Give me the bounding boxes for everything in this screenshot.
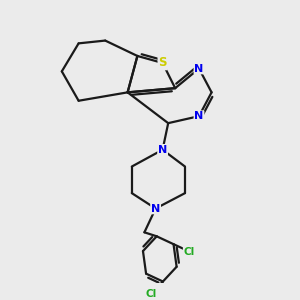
Text: N: N: [158, 145, 167, 155]
Text: S: S: [158, 56, 167, 70]
Text: N: N: [194, 111, 204, 121]
Text: Cl: Cl: [146, 289, 157, 299]
Text: N: N: [194, 64, 204, 74]
Text: N: N: [151, 203, 160, 214]
Text: Cl: Cl: [184, 247, 195, 256]
